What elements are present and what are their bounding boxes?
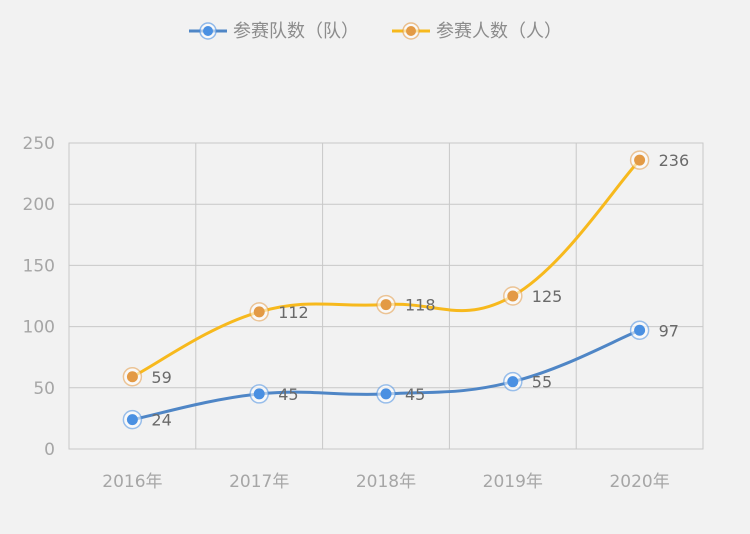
y-tick-label: 200 <box>23 195 55 215</box>
data-label: 45 <box>405 385 425 404</box>
data-label: 118 <box>405 296 436 315</box>
data-label: 55 <box>532 373 552 392</box>
legend-label: 参赛队数（队） <box>233 21 359 42</box>
y-tick-label: 250 <box>23 134 55 154</box>
data-point-marker <box>503 371 523 392</box>
legend-label: 参赛人数（人） <box>436 21 562 42</box>
grid <box>68 142 704 450</box>
legend-item: 参赛队数（队） <box>189 21 359 42</box>
data-point-marker <box>122 409 143 430</box>
data-labels: 24 45 45 55 97 59 112 118 125 236 <box>151 151 689 429</box>
data-point-marker <box>629 320 650 341</box>
series-lines <box>130 158 642 422</box>
data-point-marker <box>249 302 269 322</box>
y-tick-label: 50 <box>33 379 55 399</box>
series-line-1 <box>130 158 642 379</box>
data-label: 97 <box>659 321 679 340</box>
y-tick-label: 150 <box>23 256 55 276</box>
marker-dot <box>507 290 519 302</box>
marker-dot <box>253 388 265 400</box>
data-label: 24 <box>151 411 171 430</box>
data-point-marker <box>503 286 523 306</box>
marker-dot <box>380 388 392 400</box>
legend-marker-dot <box>203 26 213 36</box>
marker-dot <box>634 154 646 166</box>
legend-marker-dot <box>406 26 416 36</box>
data-label: 236 <box>659 151 690 170</box>
y-tick-label: 100 <box>23 318 55 338</box>
marker-dot <box>380 299 392 311</box>
data-label: 45 <box>278 385 298 404</box>
marker-dot <box>507 376 519 388</box>
y-tick-label: 0 <box>44 440 55 460</box>
data-point-marker <box>376 384 396 404</box>
data-point-marker <box>249 384 269 404</box>
data-point-marker <box>376 294 396 315</box>
axes: 0 50 100 150 200 250 2016年 2017年 2018年 2019年 2020年 <box>23 134 670 492</box>
legend-item: 参赛人数（人） <box>392 21 562 42</box>
marker-dot <box>253 306 265 318</box>
legend: 参赛队数（队） 参赛人数（人） <box>189 21 562 42</box>
x-tick-label: 2018年 <box>356 472 416 492</box>
x-tick-label: 2016年 <box>102 472 162 492</box>
marker-dot <box>126 371 138 383</box>
data-label: 125 <box>532 287 563 306</box>
data-label: 59 <box>151 368 171 387</box>
data-label: 112 <box>278 303 309 322</box>
marker-dot <box>634 324 646 336</box>
x-tick-label: 2020年 <box>609 472 669 492</box>
marker-dot <box>126 414 138 426</box>
series-line-0 <box>130 328 642 422</box>
x-tick-label: 2017年 <box>229 472 289 492</box>
x-tick-label: 2019年 <box>483 472 543 492</box>
data-point-marker <box>629 150 650 170</box>
data-point-marker <box>122 367 143 387</box>
data-markers <box>122 150 650 430</box>
